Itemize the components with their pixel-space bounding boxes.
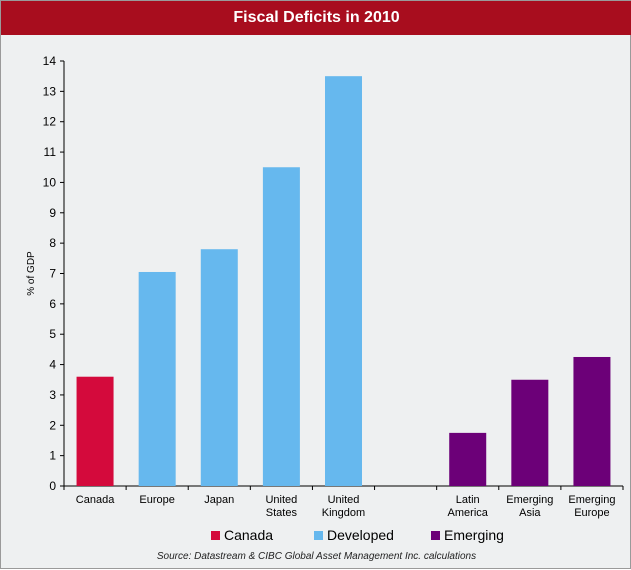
x-tick-label: Emerging [506,494,553,506]
y-tick-label: 11 [44,145,57,159]
y-tick-label: 6 [49,297,56,311]
legend-swatch [314,531,323,540]
bar [511,379,549,486]
bar [325,76,362,486]
y-tick-label: 5 [49,327,56,341]
y-tick-label: 13 [43,84,57,98]
y-axis-label: % of GDP [26,251,37,296]
legend-label: Developed [327,527,394,543]
y-tick-label: 8 [49,236,56,250]
x-tick-label: United [328,494,360,506]
y-tick-label: 0 [49,479,56,493]
chart-title: Fiscal Deficits in 2010 [1,1,631,35]
x-tick-label: States [266,507,298,519]
legend-label: Emerging [444,527,504,543]
y-tick-label: 1 [49,449,56,463]
y-tick-label: 7 [49,267,56,281]
bar [573,356,611,486]
y-tick-label: 12 [43,115,57,129]
legend-swatch [431,531,440,540]
y-tick-label: 14 [43,54,57,68]
x-tick-label: United [265,494,297,506]
bar [200,249,238,486]
y-tick-label: 3 [49,388,56,402]
x-tick-label: Europe [574,507,609,519]
y-tick-label: 10 [43,175,57,189]
x-tick-label: America [448,507,489,519]
legend-label: Canada [224,527,273,543]
legend-swatch [211,531,220,540]
x-tick-label: Kingdom [322,507,365,519]
x-tick-label: Emerging [568,494,615,506]
bar [76,376,114,486]
x-tick-label: Asia [519,507,541,519]
x-tick-label: Japan [204,494,234,506]
x-tick-label: Latin [456,494,480,506]
y-tick-label: 9 [49,206,56,220]
bar [449,432,487,486]
x-tick-label: Canada [76,494,115,506]
bar [262,167,300,486]
y-tick-label: 2 [49,418,56,432]
x-tick-label: Europe [139,494,174,506]
source-note: Source: Datastream & CIBC Global Asset M… [156,551,477,562]
bar [138,271,176,486]
y-tick-label: 4 [49,358,56,372]
